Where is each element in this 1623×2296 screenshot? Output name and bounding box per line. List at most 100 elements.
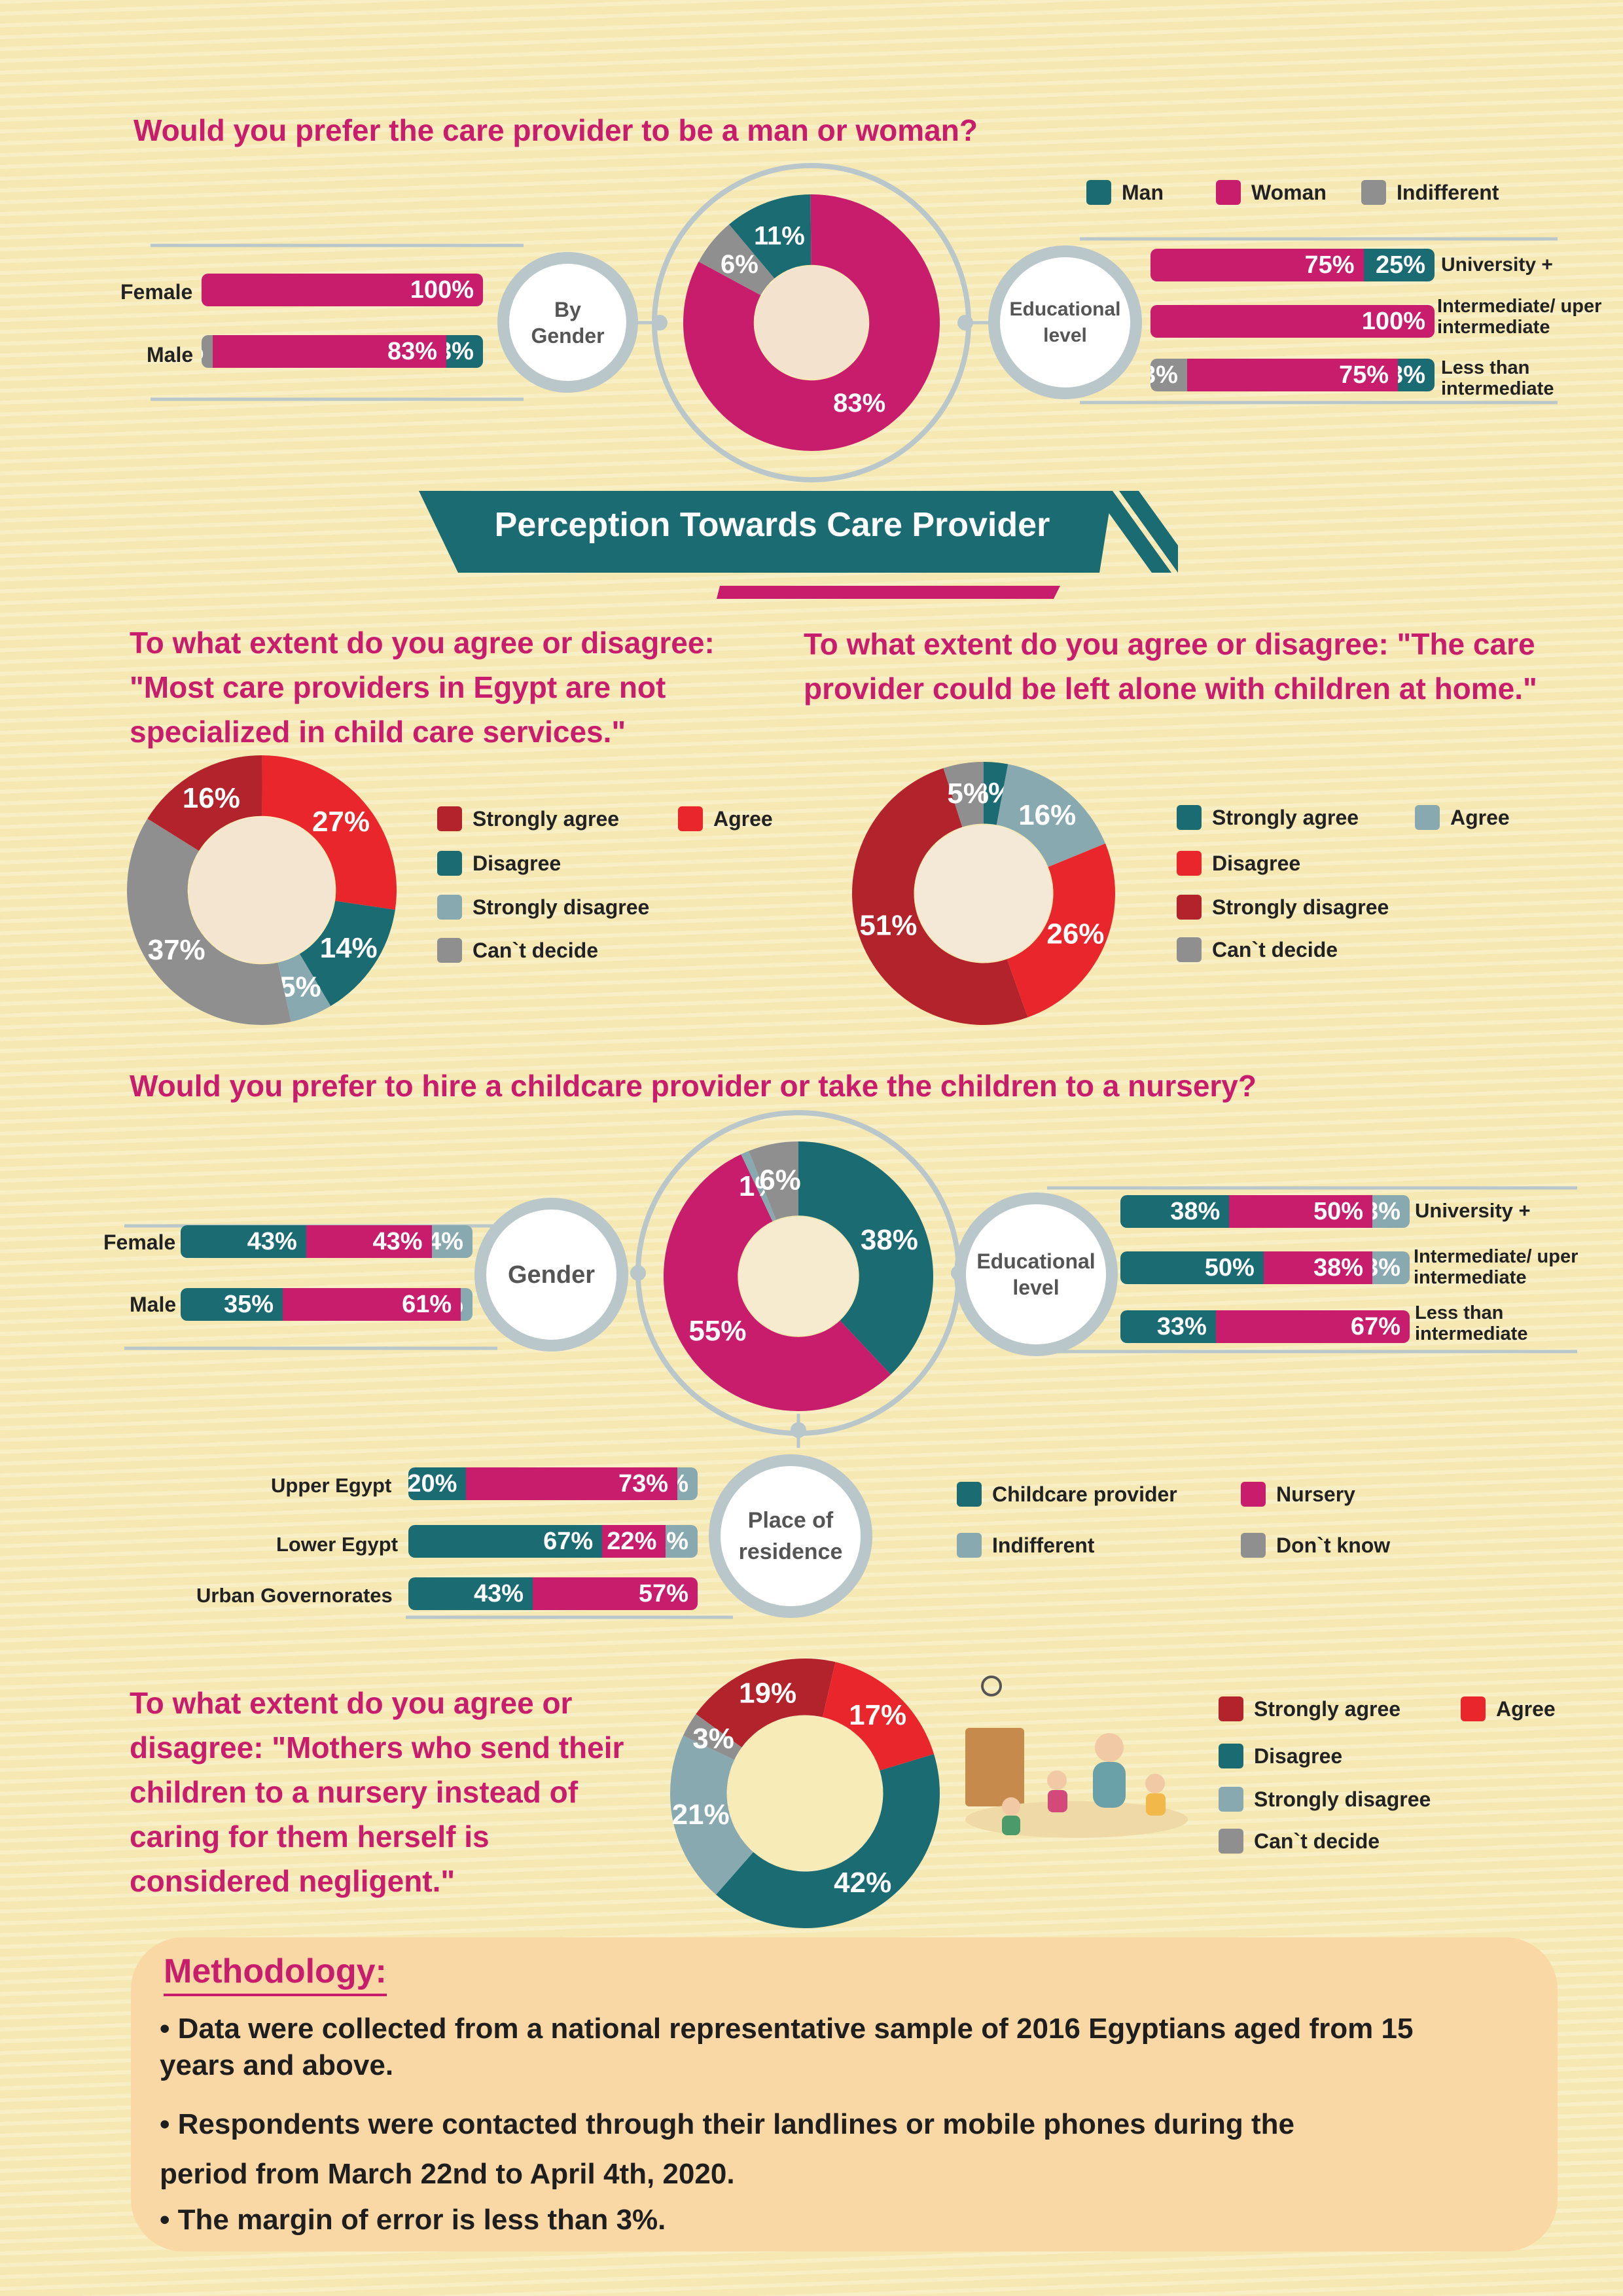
- donut-center: [188, 817, 335, 963]
- q1-donut-chart: 11% 83% 6%: [683, 194, 940, 451]
- legend-swatch: [957, 1482, 982, 1507]
- q1-legend-woman: Woman: [1216, 180, 1327, 205]
- slice-label: 14%: [320, 932, 378, 964]
- section-banner: [419, 491, 1178, 599]
- donut-slice: [822, 1662, 935, 1771]
- slice-label: 83%: [833, 389, 885, 418]
- section-title: Perception Towards Care Provider: [494, 506, 1050, 544]
- legend-label: Disagree: [1254, 1744, 1343, 1768]
- q4-education-bar-intermediate: 50%38%13%: [1120, 1251, 1410, 1284]
- donut-slice: [147, 755, 262, 851]
- q5-legend-strongly-disagree: Strongly disagree: [1219, 1787, 1431, 1812]
- legend-swatch: [1219, 1744, 1243, 1768]
- q5-legend-agree: Agree: [1461, 1696, 1556, 1721]
- slice-label: 5%: [947, 778, 989, 810]
- legend-swatch: [1216, 180, 1241, 205]
- q5-legend-disagree: Disagree: [1219, 1744, 1342, 1768]
- legend-label: Agree: [713, 806, 773, 831]
- methodology-bullet: • Respondents were contacted through the…: [160, 2100, 1377, 2199]
- q4-education-bar-university: 38%50%13%: [1120, 1195, 1410, 1228]
- q4-res-label-urban: Urban Governorates: [196, 1584, 393, 1607]
- slice-label: 42%: [834, 1867, 891, 1899]
- q1-legend-indifferent: Indifferent: [1361, 180, 1499, 205]
- slice-label: 37%: [148, 934, 205, 966]
- legend-swatch: [678, 806, 703, 831]
- donut-slice: [741, 1151, 776, 1222]
- q2-question: To what extent do you agree or disagree:…: [130, 626, 715, 749]
- q2-donut-chart: 16% 27% 14% 5% 37%: [127, 755, 397, 1025]
- donut-slice: [729, 194, 812, 279]
- q4-legend-nursery: Nursery: [1241, 1482, 1355, 1507]
- bar-segment: 13%: [1398, 359, 1435, 391]
- q2-legend-disagree: Disagree: [437, 851, 561, 876]
- legend-label: Strongly disagree: [1254, 1787, 1431, 1811]
- q4-residence-hub: Place of residence: [709, 1454, 872, 1618]
- slice-label: 3%: [692, 1723, 734, 1755]
- legend-swatch: [1361, 180, 1386, 205]
- legend-swatch: [437, 806, 462, 831]
- legend-label: Disagree: [473, 851, 562, 875]
- bar-segment: 73%: [466, 1467, 678, 1500]
- hub-line: Educational: [976, 1249, 1096, 1273]
- donut-slice: [127, 818, 291, 1025]
- q1-edu-label-less: Less than intermediate: [1441, 357, 1554, 399]
- q1-by-gender-hub: By Gender: [497, 252, 638, 393]
- bar-segment: 43%: [181, 1225, 306, 1258]
- methodology-bullet: • The margin of error is less than 3%.: [160, 2202, 1429, 2238]
- slice-label: 19%: [739, 1677, 796, 1710]
- donut-slice: [670, 1735, 754, 1895]
- legend-swatch: [1219, 1829, 1243, 1854]
- slice-label: 21%: [672, 1799, 730, 1831]
- q4-residence-bar-upper: 20%73%7%: [408, 1467, 698, 1500]
- donut-center: [728, 1716, 882, 1871]
- donut-slice: [663, 1154, 891, 1411]
- child-body: [1146, 1793, 1166, 1816]
- methodology-bullet: • Data were collected from a national re…: [160, 2011, 1429, 2084]
- legend-swatch: [1177, 895, 1202, 920]
- legend-label: Strongly agree: [473, 806, 620, 831]
- q1-connectors: [151, 163, 1558, 482]
- q5-donut-chart: 19% 17% 42% 21% 3%: [670, 1659, 940, 1928]
- q1-edu-label-intermediate: Intermediate/ uper intermediate: [1437, 296, 1602, 338]
- legend-label: Woman: [1251, 180, 1327, 204]
- q3-donut-chart: 3%16%26%51%5%: [851, 762, 1115, 1026]
- methodology-box: [131, 1937, 1558, 2251]
- q4-gender-label-male: Male: [130, 1293, 177, 1316]
- hub-line: Educational: [1009, 298, 1121, 320]
- q5-legend-strongly-agree: Strongly agree: [1219, 1696, 1400, 1721]
- bar-segment: 33%: [1120, 1310, 1216, 1343]
- donut-center: [755, 266, 868, 380]
- bullet-dot: •: [160, 2013, 178, 2045]
- q4-residence-bar-urban: 43% 57%: [408, 1577, 698, 1610]
- legend-swatch: [1219, 1787, 1243, 1812]
- legend-swatch: [1415, 805, 1440, 830]
- slice-label: 6%: [759, 1164, 801, 1196]
- q1-gender-label-male: Male: [147, 343, 194, 367]
- q1-legend-man: Man: [1086, 180, 1164, 205]
- donut-slice: [696, 1659, 836, 1748]
- slice-label: 38%: [861, 1224, 918, 1256]
- donut-center: [915, 825, 1052, 962]
- q4-gender-hub: Gender: [474, 1198, 628, 1352]
- legend-label: Agree: [1496, 1696, 1556, 1721]
- banner-shape: [419, 491, 1113, 573]
- q1-gender-bar-female: 100%: [202, 274, 483, 306]
- legend-swatch: [437, 938, 462, 963]
- child-body: [1002, 1816, 1020, 1835]
- bar-segment: 38%: [1263, 1251, 1373, 1284]
- banner-underline: [717, 586, 1060, 599]
- child-head: [1002, 1797, 1020, 1816]
- donut-slice: [299, 901, 395, 1007]
- bar-segment: 4%: [202, 335, 213, 368]
- legend-label: Strongly disagree: [473, 895, 650, 919]
- donut-slice: [1007, 843, 1115, 1018]
- q4-gender-label-female: Female: [103, 1230, 176, 1254]
- donut-slice: [798, 1141, 933, 1375]
- hub-line: Gender: [531, 323, 605, 348]
- donut-slice: [716, 1753, 940, 1928]
- bullet-text: Respondents were contacted through their…: [160, 2108, 1295, 2190]
- bar-segment: 13%: [1372, 1251, 1410, 1284]
- child-head: [1047, 1770, 1067, 1790]
- legend-swatch: [1086, 180, 1111, 205]
